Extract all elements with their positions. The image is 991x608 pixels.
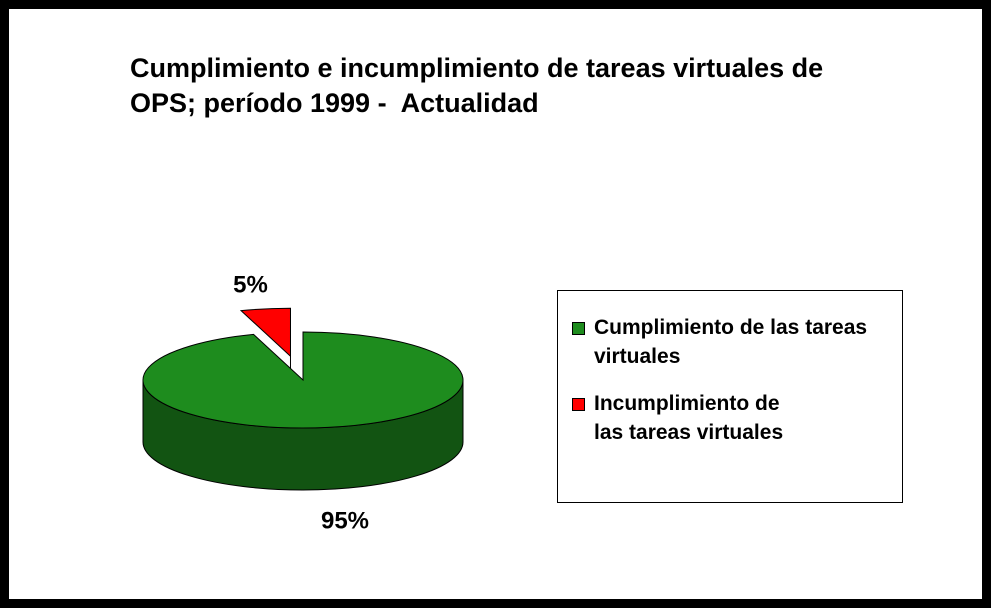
value-label: 95% — [321, 507, 369, 534]
legend-label: Cumplimiento de las tareas virtuales — [594, 316, 868, 368]
legend-label: Incumplimiento de las tareas virtuales — [594, 392, 784, 444]
pie-chart: 95% 5% — [142, 272, 464, 534]
legend-swatch — [572, 398, 585, 411]
pie-slice — [142, 331, 464, 429]
legend: Cumplimiento de las tareas virtuales Incu… — [557, 290, 903, 503]
legend-swatch — [572, 322, 585, 335]
pie-slice — [239, 307, 291, 358]
chart-title: Cumplimiento e incumplimiento de tareas … — [130, 53, 831, 118]
value-label: 5% — [233, 272, 268, 299]
